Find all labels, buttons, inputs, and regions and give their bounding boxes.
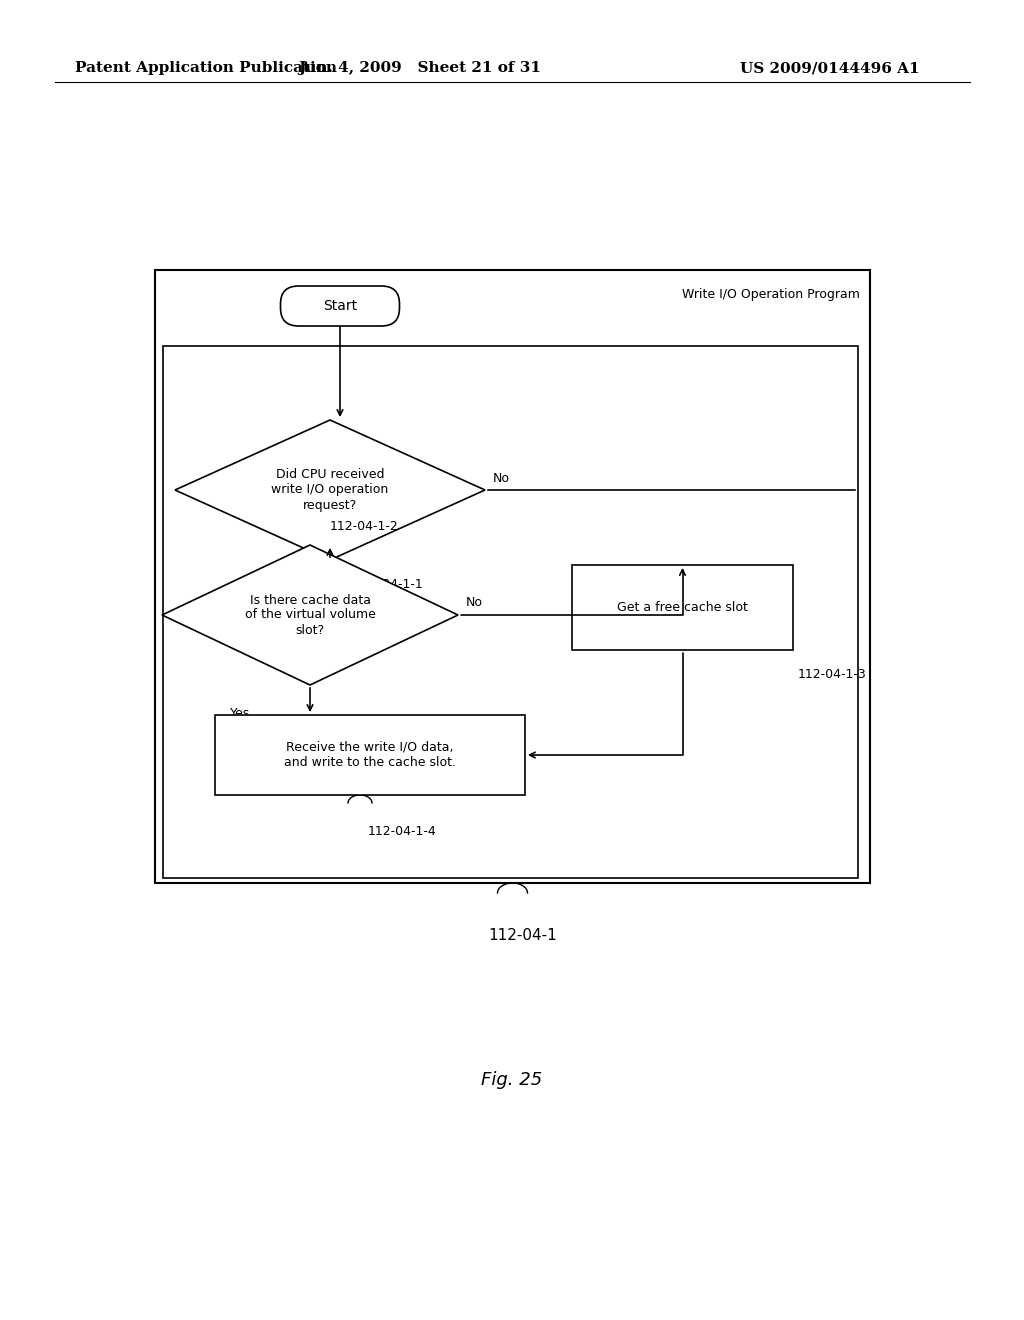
Text: 112-04-1-3: 112-04-1-3	[798, 668, 866, 681]
Bar	[155, 271, 870, 883]
Text: No: No	[493, 471, 510, 484]
Text: Receive the write I/O data,
and write to the cache slot.: Receive the write I/O data, and write to…	[284, 741, 456, 770]
Polygon shape	[162, 545, 458, 685]
Text: Write I/O Operation Program: Write I/O Operation Program	[682, 288, 860, 301]
Text: Jun. 4, 2009   Sheet 21 of 31: Jun. 4, 2009 Sheet 21 of 31	[299, 61, 542, 75]
Polygon shape	[175, 420, 485, 560]
Text: Yes: Yes	[250, 582, 270, 595]
Text: 112-04-1-1: 112-04-1-1	[355, 578, 424, 591]
FancyBboxPatch shape	[281, 286, 399, 326]
Text: Get a free cache slot: Get a free cache slot	[617, 601, 748, 614]
Text: US 2009/0144496 A1: US 2009/0144496 A1	[740, 61, 920, 75]
Bar	[163, 346, 858, 878]
Text: Fig. 25: Fig. 25	[481, 1071, 543, 1089]
Text: No: No	[466, 597, 483, 610]
Text: Start: Start	[323, 300, 357, 313]
Text: Is there cache data
of the virtual volume
slot?: Is there cache data of the virtual volum…	[245, 594, 376, 636]
Text: Patent Application Publication: Patent Application Publication	[75, 61, 337, 75]
Bar	[572, 565, 793, 649]
Text: 112-04-1-2: 112-04-1-2	[330, 520, 398, 533]
Text: Yes: Yes	[229, 708, 250, 719]
Bar	[215, 715, 525, 795]
Text: 112-04-1-4: 112-04-1-4	[368, 825, 437, 838]
Text: 112-04-1: 112-04-1	[488, 928, 557, 942]
Text: Did CPU received
write I/O operation
request?: Did CPU received write I/O operation req…	[271, 469, 389, 511]
